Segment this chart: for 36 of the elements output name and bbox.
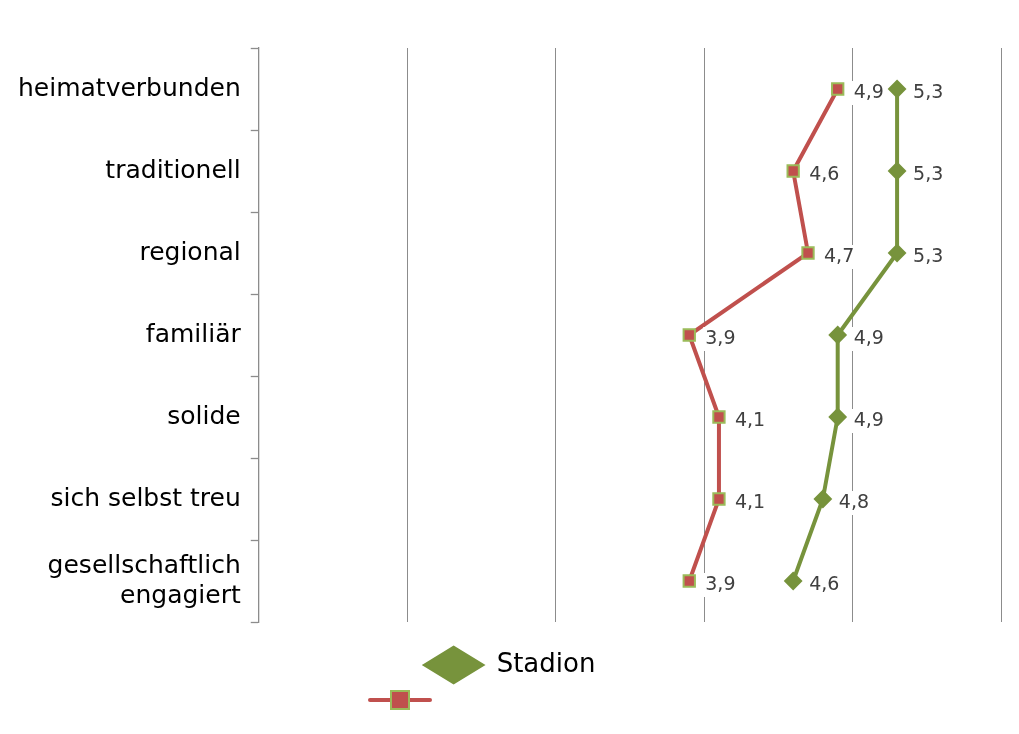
point bbox=[682, 328, 696, 342]
y-tick-label: heimatverbunden bbox=[17, 72, 241, 102]
point bbox=[888, 162, 907, 180]
y-tick-label: sich selbst treu bbox=[50, 482, 241, 512]
y-tick-label: solide bbox=[167, 400, 241, 430]
point bbox=[784, 572, 803, 590]
data-label: 5,3 bbox=[913, 161, 944, 184]
point bbox=[682, 574, 696, 588]
y-tick-label: gesellschaftlich engagiert bbox=[47, 549, 241, 609]
data-label: 3,9 bbox=[705, 325, 736, 348]
data-label: 4,7 bbox=[824, 243, 855, 266]
point bbox=[712, 492, 726, 506]
point bbox=[813, 490, 832, 508]
point bbox=[828, 326, 847, 344]
y-tick-label: regional bbox=[139, 236, 241, 266]
data-label: 3,9 bbox=[705, 571, 736, 594]
y-tick-label: familiär bbox=[145, 318, 242, 348]
data-label: 4,9 bbox=[853, 79, 884, 102]
point bbox=[888, 80, 907, 98]
data-label: 4,8 bbox=[838, 489, 870, 512]
point bbox=[801, 246, 815, 260]
point bbox=[828, 408, 847, 426]
data-label: 5,3 bbox=[913, 243, 944, 266]
data-label: 4,1 bbox=[734, 489, 766, 512]
data-label: 4,1 bbox=[734, 407, 766, 430]
point bbox=[888, 244, 907, 262]
data-label: 4,6 bbox=[809, 571, 840, 594]
point bbox=[831, 82, 845, 96]
y-tick-label: traditionell bbox=[105, 154, 241, 184]
legend-label: Stadion bbox=[496, 647, 596, 678]
data-label: 5,3 bbox=[913, 79, 944, 102]
data-label: 4,6 bbox=[809, 161, 840, 184]
data-label: 4,9 bbox=[853, 325, 884, 348]
point bbox=[786, 164, 800, 178]
data-label: 4,9 bbox=[853, 407, 884, 430]
point bbox=[712, 410, 726, 424]
